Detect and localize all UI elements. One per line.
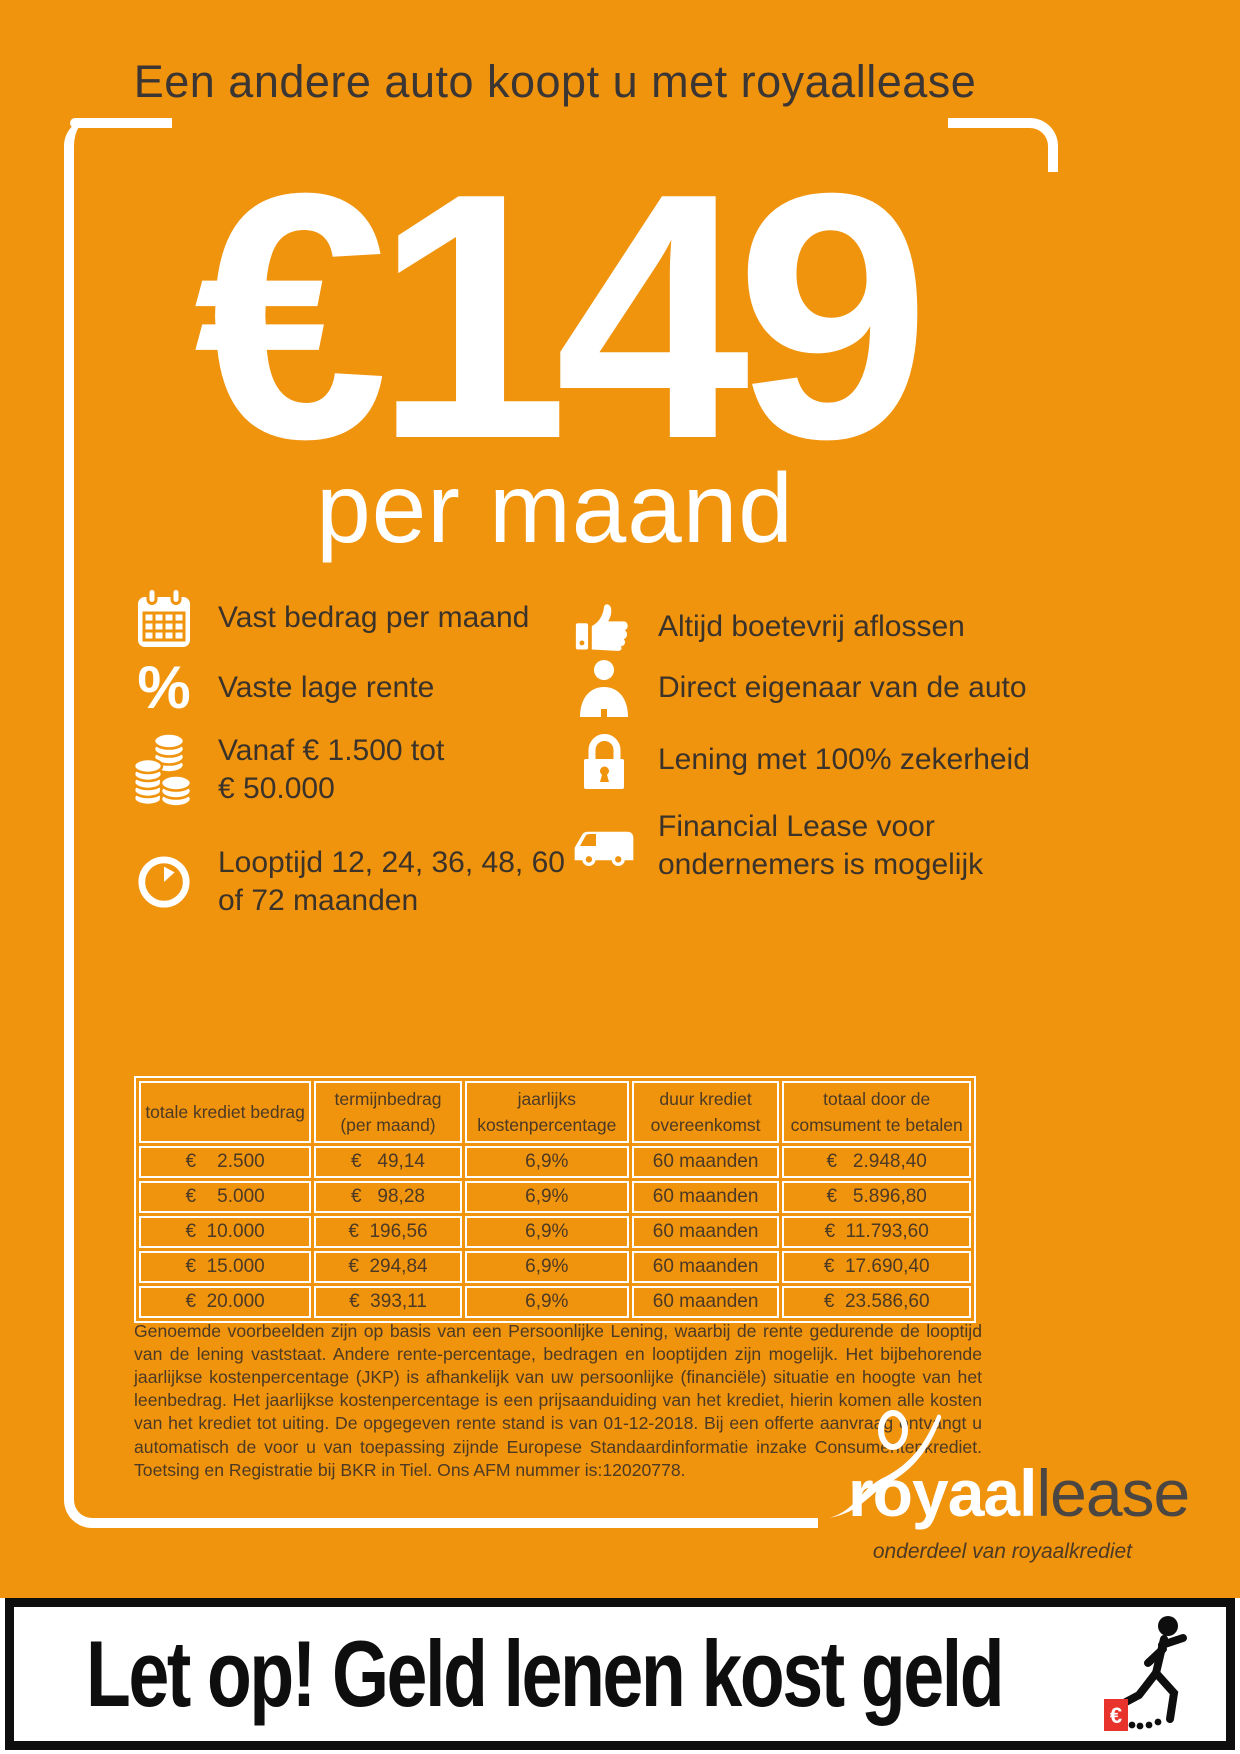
- lock-icon: [572, 729, 636, 791]
- flyer-background: [0, 0, 1240, 1598]
- credit-warning-banner: Let op! Geld lenen kost geld €: [5, 1598, 1235, 1750]
- brand-lease: lease: [1036, 1456, 1190, 1530]
- table-cell: € 294,84: [314, 1251, 462, 1283]
- table-cell: 6,9%: [464, 1181, 629, 1213]
- col-header-total-credit: totale krediet bedrag: [139, 1081, 312, 1143]
- feature-label: Vaste lage rente: [218, 670, 435, 704]
- price-amount: €149: [193, 121, 931, 512]
- feature-duration: Looptijd 12, 24, 36, 48, 60 of 72 maanden: [132, 842, 565, 922]
- chained-walker-icon: €: [1104, 1616, 1187, 1731]
- credit-examples-table: totale krediet bedrag termijnbedrag (per …: [134, 1076, 976, 1323]
- feature-penalty-free: Altijd boetevrij aflossen: [572, 598, 965, 656]
- table-cell: € 20.000: [139, 1286, 312, 1318]
- feature-label: Direct eigenaar van de auto: [658, 670, 1027, 704]
- table-cell: € 393,11: [314, 1286, 462, 1318]
- feature-label: Lening met 100% zekerheid: [658, 742, 1030, 776]
- thumbs-up-icon: [572, 599, 636, 655]
- table-cell: 60 maanden: [631, 1216, 780, 1248]
- table-row: € 15.000 € 294,84 6,9% 60 maanden € 17.6…: [139, 1251, 971, 1283]
- feature-secure-loan: Lening met 100% zekerheid: [572, 724, 1030, 796]
- frame-top-right-segment: [948, 118, 1058, 172]
- feature-loan-range: Vanaf € 1.500 tot € 50.000: [132, 724, 444, 816]
- table-row: € 20.000 € 393,11 6,9% 60 maanden € 23.5…: [139, 1286, 971, 1318]
- feature-fixed-amount: Vast bedrag per maand: [132, 586, 529, 650]
- brand-logo: royaallease: [848, 1460, 1190, 1526]
- table-cell: € 2.500: [139, 1146, 312, 1178]
- table-cell: € 2.948,40: [782, 1146, 971, 1178]
- table-cell: 6,9%: [464, 1216, 629, 1248]
- table-cell: 6,9%: [464, 1146, 629, 1178]
- feature-label: Altijd boetevrij aflossen: [658, 609, 965, 643]
- table-cell: € 10.000: [139, 1216, 312, 1248]
- feature-label: Financial Lease voor ondernemers is mogel…: [658, 809, 984, 881]
- price-period: per maand: [316, 453, 794, 563]
- feature-fixed-rate: % Vaste lage rente: [132, 658, 434, 718]
- feature-label: Looptijd 12, 24, 36, 48, 60 of 72 maanden: [218, 845, 565, 917]
- clock-icon: [132, 855, 196, 909]
- table-cell: € 17.690,40: [782, 1251, 971, 1283]
- feature-label: Vast bedrag per maand: [218, 600, 530, 634]
- page-title: Een andere auto koopt u met royaallease: [133, 56, 977, 107]
- table-cell: 60 maanden: [631, 1146, 780, 1178]
- percent-icon: %: [137, 654, 191, 721]
- table-cell: € 5.000: [139, 1181, 312, 1213]
- table-cell: € 196,56: [314, 1216, 462, 1248]
- col-header-total-payable: totaal door de comsument te betalen: [782, 1081, 971, 1143]
- feature-financial-lease: Financial Lease voor ondernemers is mogel…: [572, 806, 983, 886]
- col-header-installment: termijnbedrag (per maand): [314, 1081, 462, 1143]
- table-cell: € 98,28: [314, 1181, 462, 1213]
- coins-icon: [132, 731, 196, 809]
- disclaimer-text: Genoemde voorbeelden zijn op basis van e…: [134, 1320, 982, 1480]
- table-cell: € 11.793,60: [782, 1216, 971, 1248]
- table-cell: 60 maanden: [631, 1181, 780, 1213]
- frame-top-left-segment: [70, 118, 172, 128]
- feature-direct-owner: Direct eigenaar van de auto: [572, 656, 1027, 720]
- calendar-icon: [132, 587, 196, 649]
- table-cell: 6,9%: [464, 1286, 629, 1318]
- col-header-duration: duur krediet overeenkomst: [631, 1081, 780, 1143]
- table-cell: 6,9%: [464, 1251, 629, 1283]
- brand-tagline: onderdeel van royaalkrediet: [872, 1540, 1132, 1563]
- table-cell: € 5.896,80: [782, 1181, 971, 1213]
- frame-left-bottom-border: [64, 118, 818, 1528]
- table-cell: 60 maanden: [631, 1286, 780, 1318]
- van-icon: [572, 823, 636, 869]
- table-cell: € 15.000: [139, 1251, 312, 1283]
- table-cell: 60 maanden: [631, 1251, 780, 1283]
- table-row: € 5.000 € 98,28 6,9% 60 maanden € 5.896,…: [139, 1181, 971, 1213]
- brand-royaal: royaal: [848, 1456, 1037, 1530]
- table-row: € 10.000 € 196,56 6,9% 60 maanden € 11.7…: [139, 1216, 971, 1248]
- royaal-figure-icon: [829, 1410, 942, 1518]
- warning-text: Let op! Geld lenen kost geld: [86, 1621, 1005, 1726]
- table-cell: € 49,14: [314, 1146, 462, 1178]
- table-header-row: totale krediet bedrag termijnbedrag (per …: [139, 1081, 971, 1143]
- table-cell: € 23.586,60: [782, 1286, 971, 1318]
- table-row: € 2.500 € 49,14 6,9% 60 maanden € 2.948,…: [139, 1146, 971, 1178]
- col-header-apr: jaarlijks kostenpercentage: [464, 1081, 629, 1143]
- feature-label: Vanaf € 1.500 tot € 50.000: [218, 733, 445, 805]
- euro-symbol: €: [1110, 1703, 1122, 1728]
- person-icon: [572, 659, 636, 717]
